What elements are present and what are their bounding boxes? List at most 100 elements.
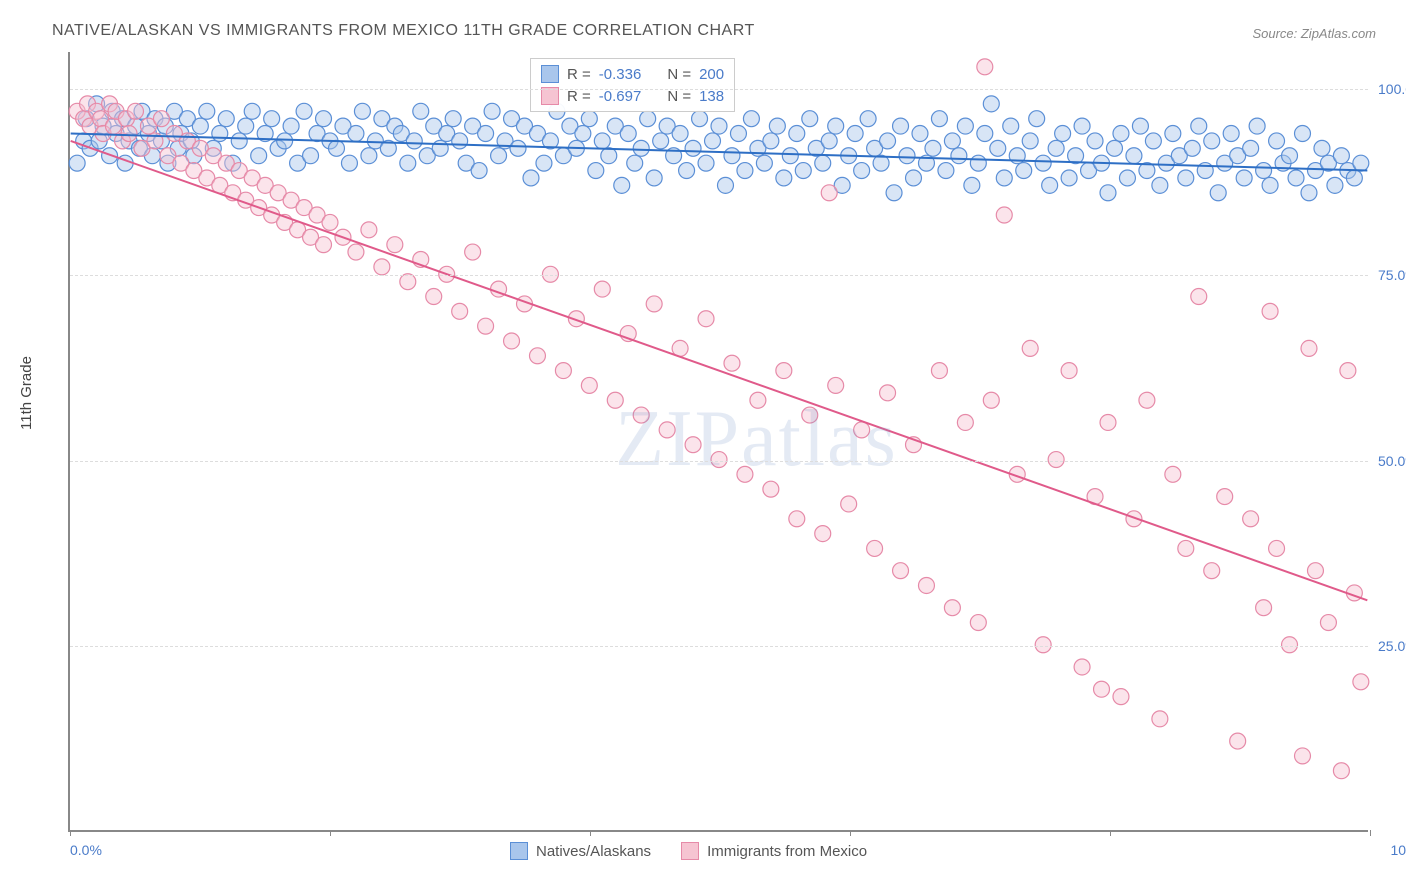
scatter-point: [944, 600, 960, 616]
scatter-point: [121, 126, 137, 142]
scatter-point: [685, 437, 701, 453]
y-tick-label: 50.0%: [1378, 453, 1406, 469]
n-value-natives: 200: [699, 66, 724, 83]
scatter-point: [847, 126, 863, 142]
scatter-point: [452, 303, 468, 319]
scatter-point: [1061, 363, 1077, 379]
gridline-horizontal: [70, 89, 1368, 90]
scatter-point: [1087, 133, 1103, 149]
scatter-point: [698, 311, 714, 327]
scatter-point: [1256, 163, 1272, 179]
scatter-point: [1165, 466, 1181, 482]
scatter-point: [893, 563, 909, 579]
scatter-point: [348, 126, 364, 142]
scatter-point: [452, 133, 468, 149]
scatter-point: [478, 318, 494, 334]
scatter-point: [711, 452, 727, 468]
scatter-point: [432, 140, 448, 156]
scatter-point: [925, 140, 941, 156]
scatter-point: [1184, 140, 1200, 156]
scatter-point: [795, 163, 811, 179]
scatter-point: [303, 148, 319, 164]
scatter-point: [1243, 140, 1259, 156]
scatter-point: [1210, 185, 1226, 201]
scatter-point: [536, 155, 552, 171]
scatter-point: [1055, 126, 1071, 142]
scatter-point: [705, 133, 721, 149]
scatter-point: [575, 126, 591, 142]
scatter-point: [1243, 511, 1259, 527]
scatter-point: [199, 103, 215, 119]
scatter-point: [854, 163, 870, 179]
scatter-point: [724, 148, 740, 164]
scatter-point: [821, 185, 837, 201]
scatter-point: [1204, 133, 1220, 149]
y-tick-label: 25.0%: [1378, 638, 1406, 654]
scatter-point: [354, 103, 370, 119]
r-label: R =: [567, 66, 591, 83]
scatter-point: [1327, 177, 1343, 193]
scatter-point: [264, 111, 280, 127]
scatter-point: [1100, 185, 1116, 201]
scatter-point: [880, 385, 896, 401]
scatter-point: [1113, 126, 1129, 142]
scatter-point: [406, 133, 422, 149]
scatter-point: [1165, 126, 1181, 142]
scatter-point: [1119, 170, 1135, 186]
scatter-point: [1307, 563, 1323, 579]
scatter-point: [931, 363, 947, 379]
x-tick-mark: [850, 830, 851, 836]
scatter-point: [789, 511, 805, 527]
scatter-point: [718, 177, 734, 193]
swatch-immigrants-bottom: [681, 842, 699, 860]
swatch-natives-bottom: [510, 842, 528, 860]
scatter-point: [756, 155, 772, 171]
scatter-point: [212, 126, 228, 142]
scatter-point: [977, 126, 993, 142]
scatter-point: [1353, 155, 1369, 171]
scatter-point: [1145, 133, 1161, 149]
scatter-point: [653, 133, 669, 149]
scatter-point: [646, 296, 662, 312]
scatter-point: [769, 118, 785, 134]
scatter-point: [724, 355, 740, 371]
scatter-point: [316, 111, 332, 127]
scatter-point: [1074, 659, 1090, 675]
scatter-point: [951, 148, 967, 164]
scatter-point: [957, 118, 973, 134]
scatter-point: [983, 392, 999, 408]
scatter-point: [867, 540, 883, 556]
scatter-point: [1204, 563, 1220, 579]
scatter-point: [400, 274, 416, 290]
scatter-point: [1301, 340, 1317, 356]
scatter-point: [1042, 177, 1058, 193]
scatter-point: [329, 140, 345, 156]
scatter-point: [465, 244, 481, 260]
scatter-point: [815, 155, 831, 171]
scatter-point: [445, 111, 461, 127]
scatter-point: [1178, 540, 1194, 556]
scatter-point: [899, 148, 915, 164]
scatter-point: [730, 126, 746, 142]
scatter-point: [841, 496, 857, 512]
scatter-point: [1139, 392, 1155, 408]
scatter-point: [912, 126, 928, 142]
scatter-point: [776, 170, 792, 186]
scatter-point: [854, 422, 870, 438]
scatter-point: [743, 111, 759, 127]
scatter-point: [672, 126, 688, 142]
scatter-point: [426, 289, 442, 305]
series-legend: Natives/Alaskans Immigrants from Mexico: [510, 842, 867, 860]
scatter-point: [944, 133, 960, 149]
y-tick-label: 75.0%: [1378, 267, 1406, 283]
scatter-point: [679, 163, 695, 179]
scatter-point: [821, 133, 837, 149]
scatter-point: [782, 148, 798, 164]
scatter-point: [484, 103, 500, 119]
scatter-point: [1022, 133, 1038, 149]
scatter-point: [1230, 733, 1246, 749]
gridline-horizontal: [70, 646, 1368, 647]
scatter-point: [1320, 615, 1336, 631]
scatter-point: [1191, 118, 1207, 134]
scatter-point: [1249, 118, 1265, 134]
